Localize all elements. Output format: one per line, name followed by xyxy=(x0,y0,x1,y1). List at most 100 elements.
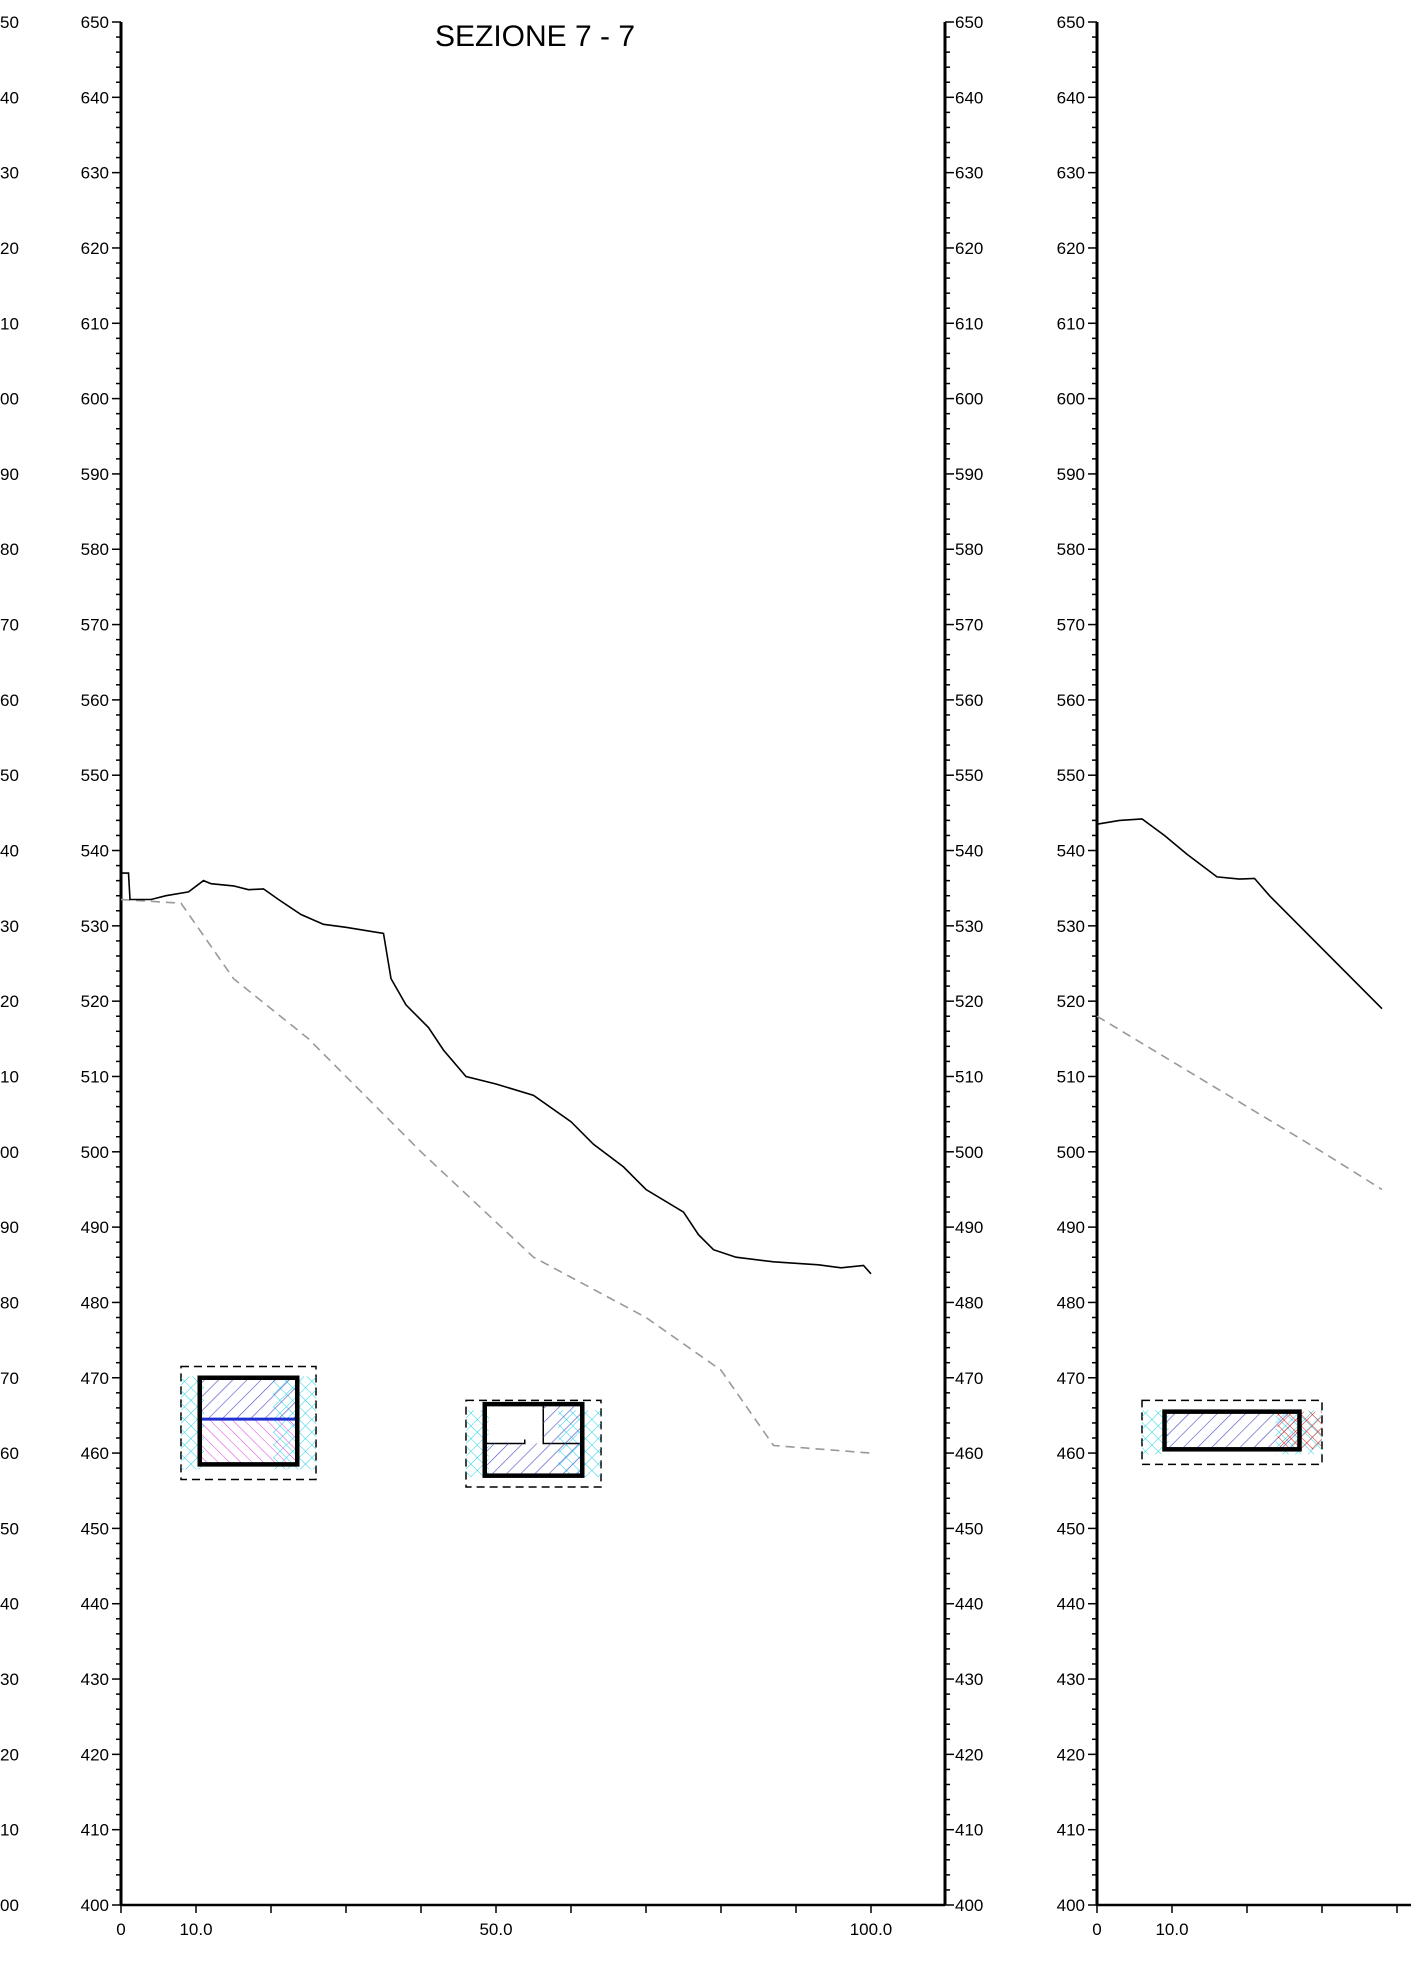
tunnel-lining-outline xyxy=(482,1401,585,1478)
right-y-tick-label: 470 xyxy=(955,1369,983,1388)
edge-label: 00 xyxy=(0,390,19,409)
y-tick-label: 440 xyxy=(81,1595,109,1614)
left-edge-axis-labels: 50 40 30 20 10 00 90 80 70 60 50 40 30 20 10 00 90 80 70 60… xyxy=(0,13,19,1915)
y-tick-label: 510 xyxy=(1057,1067,1085,1086)
tunnel-section xyxy=(465,1399,602,1488)
y-tick-label: 440 xyxy=(1057,1595,1085,1614)
y-tick-label: 530 xyxy=(81,917,109,936)
y-tick-label: 580 xyxy=(1057,540,1085,559)
right-y-tick-label: 560 xyxy=(955,691,983,710)
x-tick-label: 10.0 xyxy=(179,1920,212,1939)
x-tick-label: 50.0 xyxy=(479,1920,512,1939)
right-y-tick-label: 490 xyxy=(955,1218,983,1237)
y-tick-label: 430 xyxy=(1057,1670,1085,1689)
tunnel-section xyxy=(1141,1399,1323,1466)
y-tick-label: 640 xyxy=(1057,88,1085,107)
edge-label: 80 xyxy=(0,540,19,559)
right-y-tick-label: 610 xyxy=(955,314,983,333)
right-y-tick-label: 580 xyxy=(955,540,983,559)
edge-label: 60 xyxy=(0,691,19,710)
edge-label: 80 xyxy=(0,1293,19,1312)
y-tick-label: 500 xyxy=(1057,1143,1085,1162)
right-y-tick-label: 620 xyxy=(955,239,983,258)
right-y-tick-label: 640 xyxy=(955,88,983,107)
y-tick-label: 410 xyxy=(81,1821,109,1840)
edge-label: 00 xyxy=(0,1143,19,1162)
y-tick-label: 620 xyxy=(81,239,109,258)
edge-label: 20 xyxy=(0,992,19,1011)
y-tick-label: 490 xyxy=(81,1218,109,1237)
y-tick-label: 400 xyxy=(81,1896,109,1915)
excavation-outline xyxy=(180,1365,317,1481)
edge-label: 20 xyxy=(0,239,19,258)
section-7-7-tunnels xyxy=(180,1365,602,1488)
y-tick-label: 600 xyxy=(1057,390,1085,409)
right-y-tick-label: 420 xyxy=(955,1745,983,1764)
section-7-7-panel: SEZIONE 7 - 7 400 400 410 410 420 420 430 430 44… xyxy=(81,13,984,1939)
edge-label: 50 xyxy=(0,13,19,32)
x-tick-label: 0 xyxy=(116,1920,125,1939)
y-tick-label: 550 xyxy=(1057,766,1085,785)
y-tick-label: 510 xyxy=(81,1067,109,1086)
y-tick-label: 590 xyxy=(1057,465,1085,484)
edge-label: 00 xyxy=(0,1896,19,1915)
right-y-tick-label: 590 xyxy=(955,465,983,484)
y-tick-label: 450 xyxy=(1057,1519,1085,1538)
right-y-tick-label: 550 xyxy=(955,766,983,785)
y-tick-label: 570 xyxy=(81,616,109,635)
y-tick-label: 560 xyxy=(81,691,109,710)
y-tick-label: 560 xyxy=(1057,691,1085,710)
y-tick-label: 620 xyxy=(1057,239,1085,258)
y-tick-label: 430 xyxy=(81,1670,109,1689)
y-tick-label: 520 xyxy=(81,992,109,1011)
y-tick-label: 400 xyxy=(1057,1896,1085,1915)
inner-fill xyxy=(1164,1411,1300,1450)
right-y-tick-label: 400 xyxy=(955,1896,983,1915)
right-y-tick-label: 520 xyxy=(955,992,983,1011)
edge-label: 40 xyxy=(0,1595,19,1614)
tunnel-section xyxy=(180,1365,317,1481)
tunnel-lining-outline xyxy=(1162,1409,1302,1452)
section-title: SEZIONE 7 - 7 xyxy=(435,20,635,53)
right-y-tick-label: 410 xyxy=(955,1821,983,1840)
excavation-outline xyxy=(465,1399,602,1488)
y-tick-label: 610 xyxy=(81,314,109,333)
y-tick-label: 470 xyxy=(1057,1369,1085,1388)
edge-label: 30 xyxy=(0,164,19,183)
edge-label: 40 xyxy=(0,842,19,861)
edge-label: 50 xyxy=(0,766,19,785)
edge-label: 10 xyxy=(0,1067,19,1086)
y-tick-label: 530 xyxy=(1057,917,1085,936)
y-tick-label: 470 xyxy=(81,1369,109,1388)
y-tick-label: 500 xyxy=(81,1143,109,1162)
y-tick-label: 420 xyxy=(81,1745,109,1764)
right-y-tick-label: 460 xyxy=(955,1444,983,1463)
y-tick-label: 480 xyxy=(81,1293,109,1312)
right-y-tick-label: 630 xyxy=(955,164,983,183)
right-y-tick-label: 440 xyxy=(955,1595,983,1614)
edge-label: 70 xyxy=(0,616,19,635)
y-tick-label: 610 xyxy=(1057,314,1085,333)
edge-label: 90 xyxy=(0,1218,19,1237)
y-tick-label: 650 xyxy=(1057,13,1085,32)
y-tick-label: 650 xyxy=(81,13,109,32)
right-y-tick-label: 430 xyxy=(955,1670,983,1689)
edge-label: 70 xyxy=(0,1369,19,1388)
edge-label: 10 xyxy=(0,314,19,333)
right-y-tick-label: 530 xyxy=(955,917,983,936)
right-y-tick-label: 510 xyxy=(955,1067,983,1086)
edge-label: 50 xyxy=(0,1519,19,1538)
y-tick-label: 420 xyxy=(1057,1745,1085,1764)
tunnel-lining-outline xyxy=(197,1375,300,1467)
edge-label: 40 xyxy=(0,88,19,107)
edge-label: 10 xyxy=(0,1821,19,1840)
x-tick-label: 0 xyxy=(1092,1920,1101,1939)
y-tick-label: 410 xyxy=(1057,1821,1085,1840)
y-tick-label: 630 xyxy=(1057,164,1085,183)
section-7-7-axes: 400 400 410 410 420 420 430 430 440 440 450 450 460 4… xyxy=(81,13,984,1939)
y-tick-label: 580 xyxy=(81,540,109,559)
y-tick-label: 460 xyxy=(1057,1444,1085,1463)
right-y-tick-label: 540 xyxy=(955,842,983,861)
right-y-tick-label: 600 xyxy=(955,390,983,409)
